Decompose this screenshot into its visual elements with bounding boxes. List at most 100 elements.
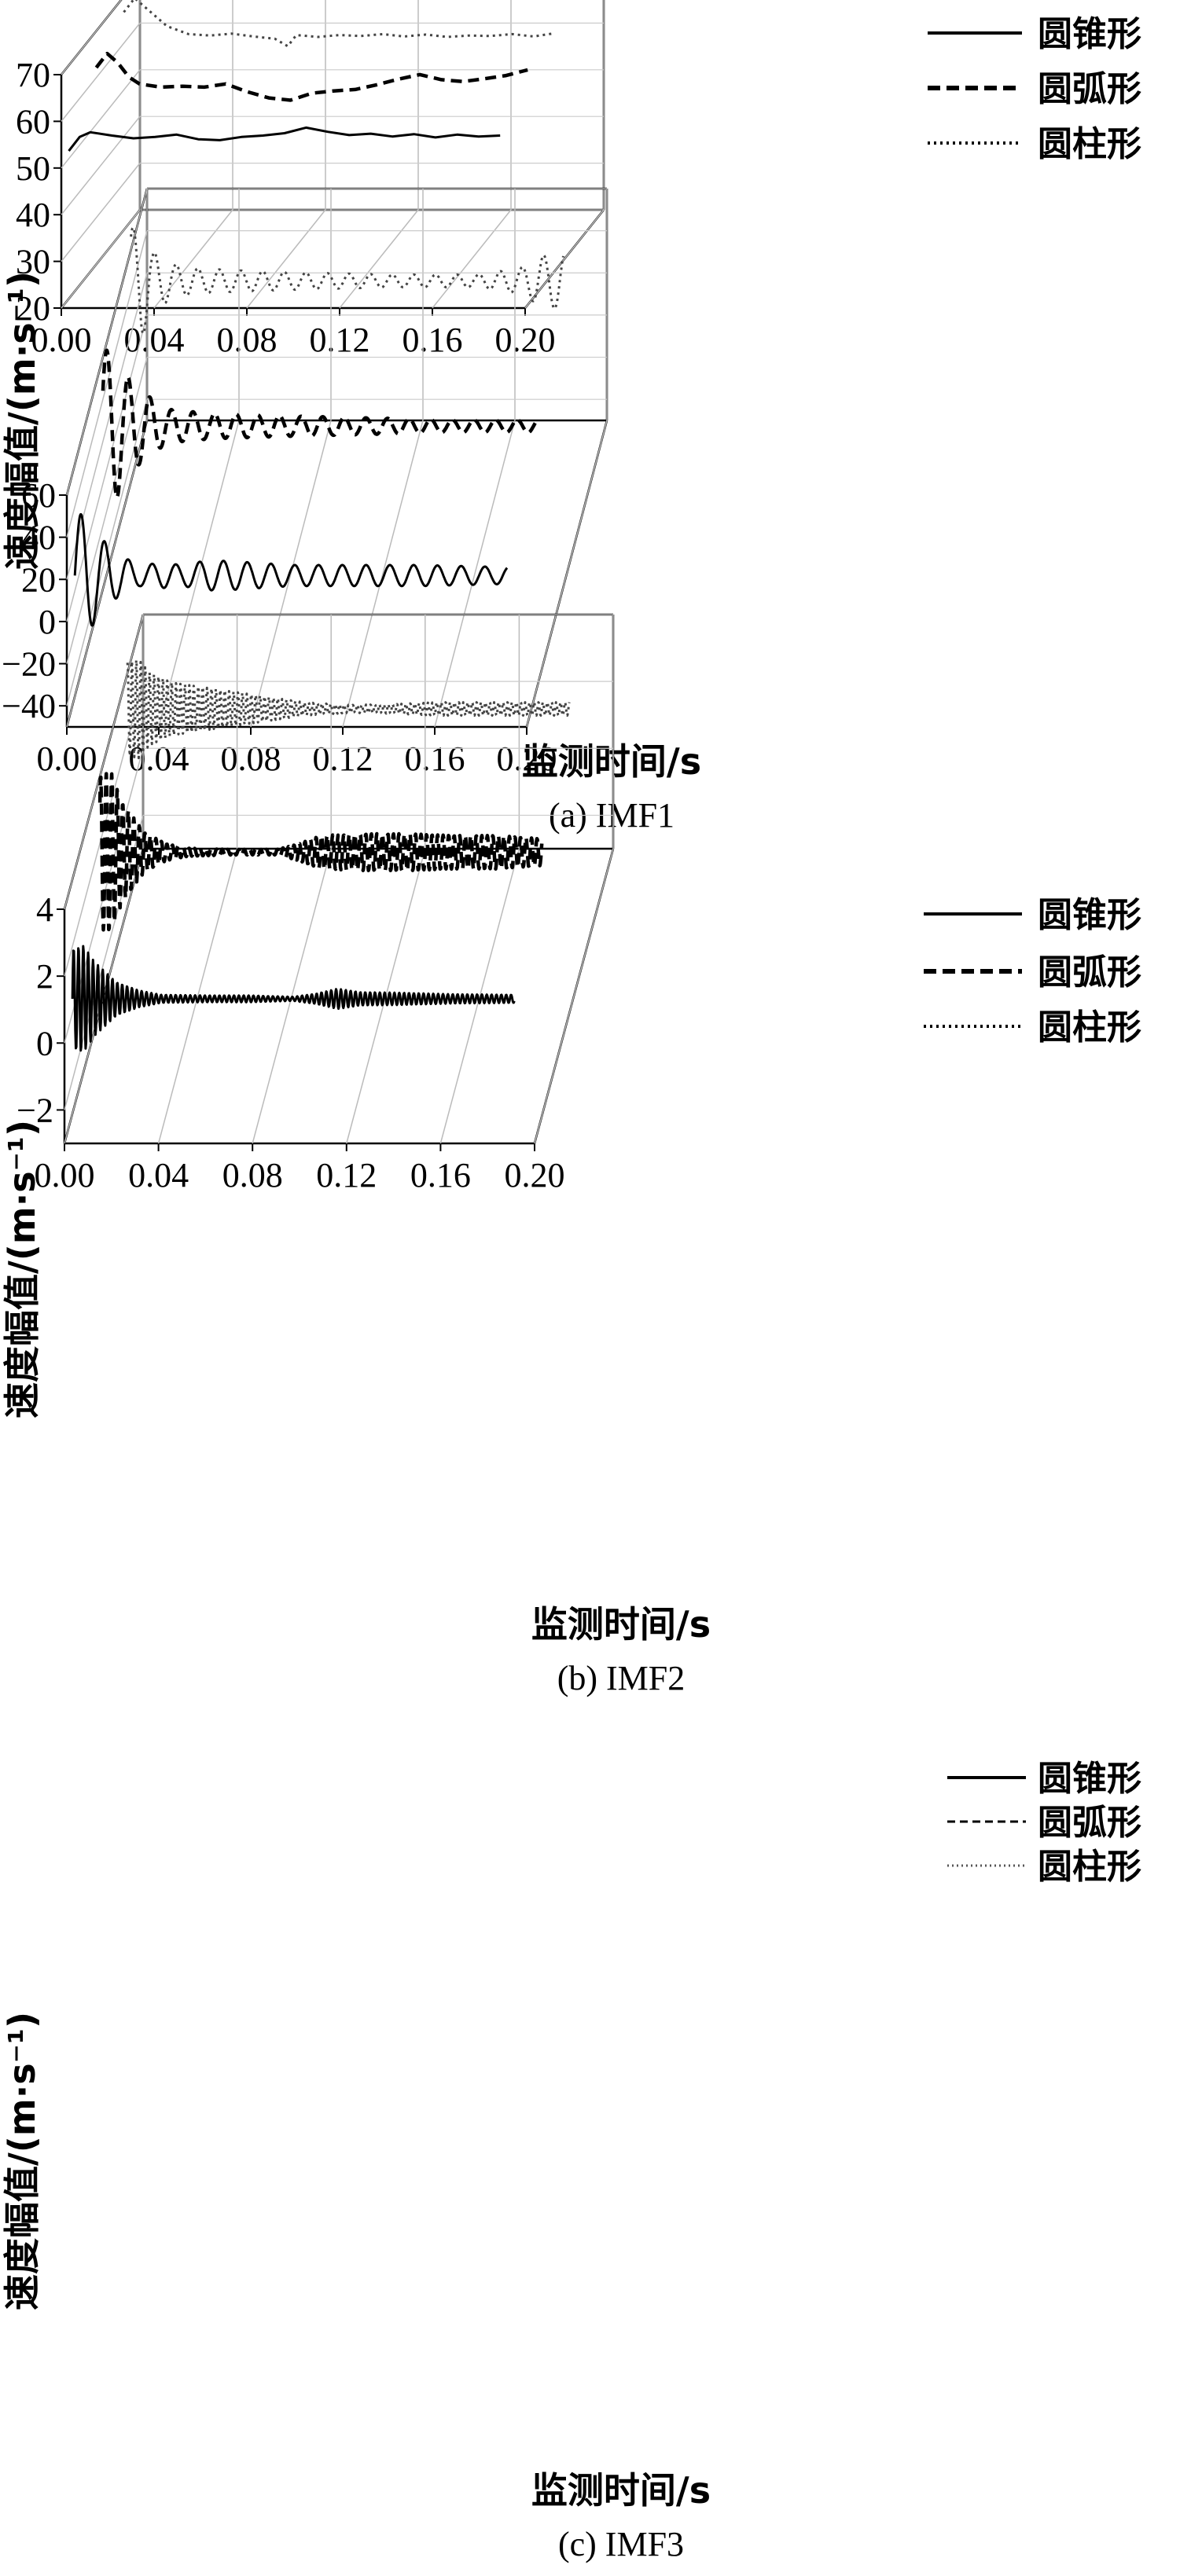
floor-gridline [342, 420, 424, 728]
floor-gridline [434, 420, 516, 728]
series-lines [73, 226, 564, 627]
series-line-cylinder [130, 226, 564, 335]
x-tick-label: 0.00 [31, 321, 92, 359]
left-wall-gridline [66, 357, 148, 664]
y-tick-label: 4 [36, 890, 53, 929]
left-wall-gridline [61, 69, 141, 169]
series-line-cylinder [126, 659, 571, 760]
y-tick-labels: −2 0 2 4 [17, 890, 53, 1129]
floor-gridline [158, 420, 240, 728]
floor-gridline [526, 420, 608, 728]
series-lines [71, 659, 571, 1052]
legend-label-cone: 圆锥形 [1038, 1759, 1141, 1799]
y-tick-label: 40 [16, 196, 50, 234]
floor-gridline [246, 209, 326, 309]
legend-label-arc: 圆弧形 [1038, 69, 1141, 109]
grid-lines [64, 614, 614, 1144]
series-line-cylinder [123, 0, 556, 48]
chart-panel-imf1: 20 30 40 50 60 70 0.00 0.04 0.08 0.12 0.16 0.20 圆锥… [1, 0, 1141, 835]
floor-gridline [534, 848, 614, 1144]
y-axis-label: 速度幅值/(m·s⁻¹) [1, 1120, 43, 1418]
legend: 圆锥形 圆弧形 圆柱形 [924, 895, 1141, 1048]
y-tick-label: 50 [16, 149, 50, 188]
floor-gridline [153, 209, 233, 309]
legend-label-arc: 圆弧形 [1038, 952, 1141, 993]
legend-label-cylinder: 圆柱形 [1038, 124, 1141, 164]
x-tick-labels: 0.00 0.04 0.08 0.12 0.16 0.20 [31, 321, 556, 359]
x-tick-label: 0.12 [316, 1156, 377, 1194]
y-tick-labels: 20 30 40 50 60 70 [16, 56, 50, 328]
x-tick-label: 0.12 [313, 739, 373, 778]
legend: 圆锥形 圆弧形 圆柱形 [928, 14, 1141, 164]
x-tick-label: 0.08 [221, 739, 281, 778]
y-tick-label: −20 [2, 645, 56, 684]
x-axis-label: 监测时间/s [531, 1603, 711, 1646]
y-tick-label: 20 [21, 560, 56, 599]
x-tick-label: 0.16 [410, 1156, 471, 1194]
x-tick-label: 0.20 [505, 1156, 565, 1194]
y-tick-label: 40 [21, 519, 56, 557]
series-line-arc [101, 348, 537, 500]
left-wall-gridline [66, 314, 148, 622]
floor-gridline [250, 420, 332, 728]
legend-label-cylinder: 圆柱形 [1038, 1007, 1141, 1048]
left-wall-gridline [66, 230, 148, 538]
y-tick-label: 2 [36, 957, 53, 996]
y-tick-label: 60 [16, 102, 50, 141]
left-wall-gridline [61, 116, 141, 215]
legend-label-cone: 圆锥形 [1038, 14, 1141, 54]
left-wall-gridline [61, 22, 141, 122]
x-tick-label: 0.04 [129, 739, 189, 778]
legend: 圆锥形 圆弧形 圆柱形 [947, 1759, 1141, 1887]
y-tick-label: 0 [39, 603, 56, 641]
x-tick-label: 0.16 [405, 739, 465, 778]
x-tick-label: 0.08 [217, 321, 278, 359]
floor-gridline [339, 209, 419, 309]
left-wall-gridline [64, 815, 144, 1110]
series-line-cone [68, 126, 501, 152]
figure-caption: (c) IMF3 [558, 2525, 684, 2563]
y-tick-label: 30 [16, 243, 50, 281]
x-tick-label: 0.04 [124, 321, 185, 359]
y-tick-label: −40 [2, 687, 56, 725]
y-tick-label: 0 [36, 1024, 53, 1062]
series-lines [68, 0, 556, 152]
x-tick-label: 0.00 [37, 739, 97, 778]
grid-lines [66, 188, 608, 728]
floor-gridline [157, 848, 238, 1144]
left-wall-gridline [61, 209, 141, 309]
floor-gridline [66, 420, 148, 728]
x-tick-labels: 0.00 0.04 0.08 0.12 0.16 0.20 [35, 1156, 565, 1194]
x-tick-label: 0.00 [35, 1156, 95, 1194]
series-line-cone [73, 513, 509, 627]
left-wall-gridline [66, 188, 148, 496]
series-line-arc [94, 51, 528, 102]
left-wall-gridline [61, 163, 141, 262]
left-wall-gridline [64, 614, 144, 910]
x-tick-labels: 0.00 0.04 0.08 0.12 0.16 0.20 [37, 739, 557, 778]
series-line-arc [97, 772, 544, 932]
legend-label-arc: 圆弧形 [1038, 1803, 1141, 1843]
y-tick-label: 20 [16, 289, 50, 328]
legend-label-cylinder: 圆柱形 [1038, 1847, 1141, 1887]
legend-label-cone: 圆锥形 [1038, 895, 1141, 935]
x-tick-label: 0.16 [403, 321, 463, 359]
x-axis-label: 监测时间/s [531, 2469, 711, 2512]
floor-gridline [432, 209, 512, 309]
figure-caption: (b) IMF2 [557, 1659, 686, 1697]
x-axis-label: 监测时间/s [522, 740, 701, 783]
floor-gridline [439, 848, 520, 1144]
y-tick-label: −2 [17, 1091, 53, 1129]
x-tick-label: 0.04 [128, 1156, 189, 1194]
grid-lines [61, 0, 605, 309]
y-axis-label: 速度幅值/(m·s⁻¹) [1, 2012, 43, 2310]
series-line-cone [71, 945, 516, 1052]
left-wall-gridline [61, 0, 122, 75]
x-tick-label: 0.20 [495, 321, 556, 359]
x-tick-label: 0.20 [497, 739, 557, 778]
x-tick-label: 0.12 [310, 321, 370, 359]
